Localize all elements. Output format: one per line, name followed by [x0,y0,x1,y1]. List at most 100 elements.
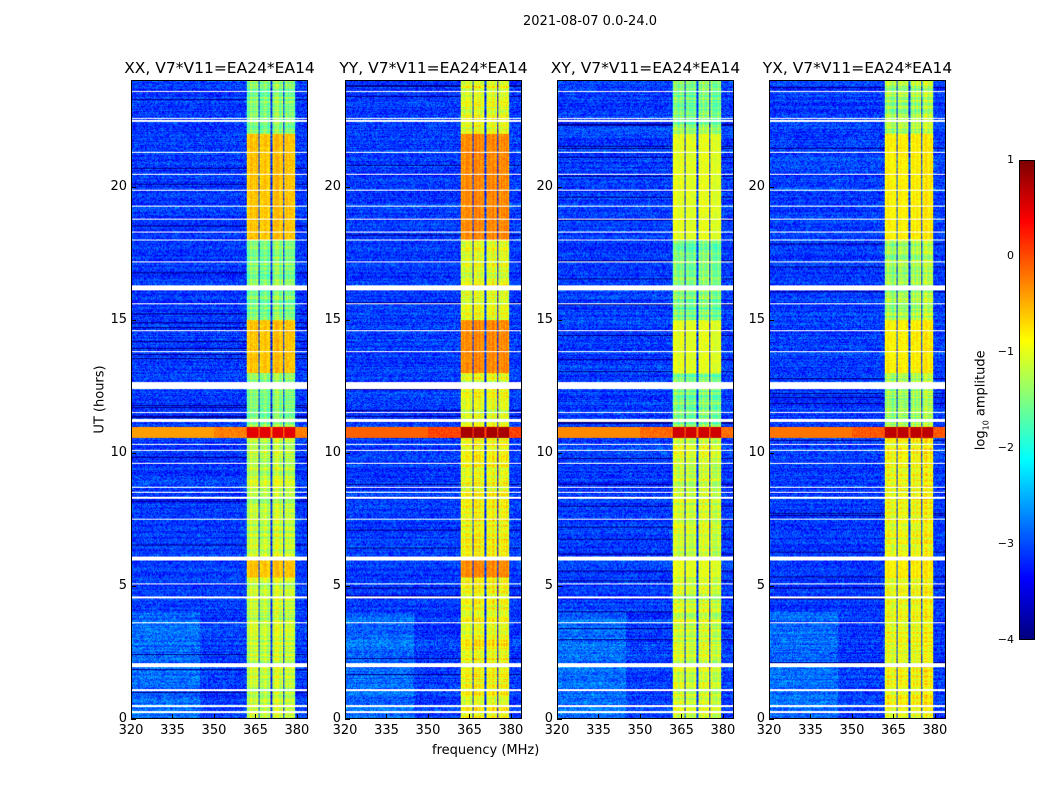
colorbar-tick-label: −2 [997,441,1014,454]
x-tick-label: 350 [415,723,441,738]
y-tick-mark [131,452,136,454]
heatmap-panel [557,80,734,719]
x-tick-label: 365 [243,723,268,738]
y-tick-mark [769,719,774,720]
x-axis-label: frequency (MHz) [432,743,540,758]
x-tick-label: 365 [457,723,482,738]
y-tick-label: 5 [756,577,765,593]
y-tick-mark [557,719,562,720]
x-tick-mark [510,714,512,719]
heatmap-image [132,81,307,718]
y-tick-mark [131,585,136,587]
x-tick-mark [810,714,812,719]
x-tick-label: 335 [374,723,399,738]
y-tick-mark [769,585,774,587]
x-tick-label: 380 [498,723,524,738]
y-tick-mark [345,319,350,321]
x-tick-mark [598,714,600,719]
x-tick-mark [255,714,257,719]
y-tick-mark [131,319,136,321]
heatmap-image [346,81,521,718]
panel-title: XX, V7*V11=EA24*EA14 [124,59,315,77]
x-tick-label: 380 [922,723,948,738]
x-tick-mark [386,714,388,719]
x-tick-label: 350 [201,723,227,738]
figure-title: 2021-08-07 0.0-24.0 [523,14,657,29]
x-tick-label: 320 [544,723,570,738]
x-tick-label: 320 [332,723,358,738]
x-tick-label: 365 [669,723,694,738]
x-tick-label: 335 [798,723,823,738]
x-tick-label: 380 [284,723,310,738]
x-tick-mark [345,714,346,719]
y-tick-label: 10 [536,444,553,460]
x-tick-mark [213,714,215,719]
x-tick-mark [851,714,853,719]
x-tick-label: 350 [627,723,653,738]
x-tick-mark [557,714,558,719]
panel-title: XY, V7*V11=EA24*EA14 [550,59,741,77]
heatmap-panel [769,80,946,719]
y-tick-label: 15 [536,311,553,327]
y-tick-mark [769,452,774,454]
colorbar-label: log10 amplitude [973,350,991,451]
x-tick-mark [934,714,936,719]
x-tick-mark [769,714,770,719]
y-tick-label: 10 [324,444,341,460]
y-tick-mark [769,186,774,188]
y-tick-label: 0 [118,711,127,726]
x-tick-mark [131,714,132,719]
y-tick-label: 10 [110,444,127,460]
x-tick-label: 335 [160,723,185,738]
y-tick-label: 10 [748,444,765,460]
y-tick-mark [131,186,136,188]
colorbar-tick-label: −1 [997,345,1014,358]
y-tick-label: 20 [110,178,127,194]
y-tick-label: 20 [324,178,341,194]
y-tick-label: 20 [536,178,553,194]
y-tick-label: 0 [544,711,553,726]
colorbar-tick-label: 0 [1007,249,1014,262]
y-tick-mark [345,585,350,587]
y-tick-label: 20 [748,178,765,194]
x-tick-mark [722,714,724,719]
y-tick-label: 0 [332,711,341,726]
y-tick-label: 5 [544,577,553,593]
x-tick-mark [469,714,471,719]
y-tick-mark [557,186,562,188]
y-tick-mark [769,319,774,321]
x-tick-label: 335 [586,723,611,738]
panel-title: YX, V7*V11=EA24*EA14 [762,59,953,77]
x-tick-label: 320 [118,723,144,738]
y-tick-mark [131,719,136,720]
y-tick-label: 15 [748,311,765,327]
heatmap-panel [131,80,308,719]
y-tick-mark [557,319,562,321]
x-tick-mark [296,714,298,719]
y-tick-mark [345,186,350,188]
heatmap-image [770,81,945,718]
x-tick-label: 350 [839,723,865,738]
panel-title: YY, V7*V11=EA24*EA14 [339,59,528,77]
y-tick-mark [557,585,562,587]
x-tick-label: 365 [881,723,906,738]
y-tick-mark [345,719,350,720]
x-tick-mark [172,714,174,719]
x-tick-mark [427,714,429,719]
y-tick-mark [557,452,562,454]
y-tick-label: 15 [110,311,127,327]
y-tick-label: 15 [324,311,341,327]
x-tick-label: 320 [756,723,782,738]
x-tick-mark [681,714,683,719]
x-tick-mark [639,714,641,719]
colorbar-tick-label: 1 [1007,153,1014,166]
y-tick-mark [345,452,350,454]
x-tick-mark [893,714,895,719]
y-tick-label: 0 [756,711,765,726]
x-tick-label: 380 [710,723,736,738]
colorbar-tick-label: −4 [997,633,1014,646]
colorbar [1019,160,1035,640]
y-tick-label: 5 [332,577,341,593]
y-tick-label: 5 [118,577,127,593]
